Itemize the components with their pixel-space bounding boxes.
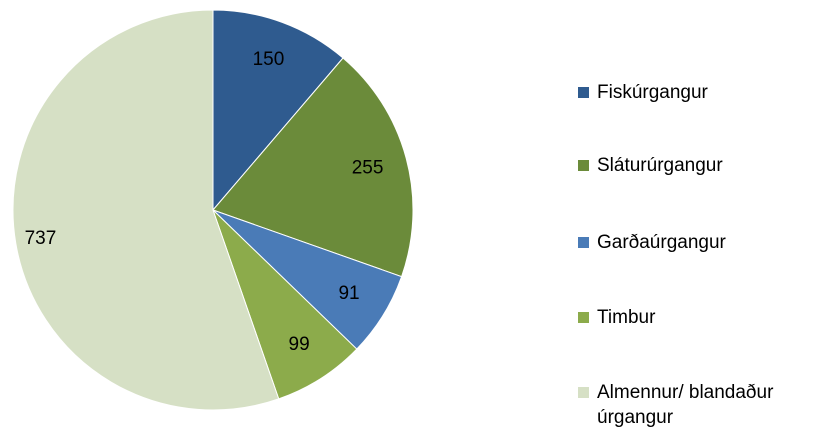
pie-slice [212,9,344,212]
legend-item: Garðaúrgangur [576,230,817,255]
data-label: 255 [352,158,384,179]
legend-item: Fiskúrgangur [576,80,817,105]
legend-item: Almennur/ blandaður úrgangur [576,380,817,430]
data-label: 99 [289,334,310,355]
legend-swatch [578,237,589,248]
legend-label: Timbur [597,307,656,328]
legend-label: Garðaúrgangur [597,232,726,253]
legend-swatch [578,312,589,323]
legend-swatch [578,87,589,98]
pie-slice [212,57,414,278]
legend-swatch [578,387,589,398]
data-label: 150 [253,49,285,70]
legend-label: Almennur/ blandaður úrgangur [597,382,774,428]
legend-item: Sláturúrgangur [576,153,817,178]
pie-slice [12,9,280,411]
legend-label: Fiskúrgangur [597,82,708,103]
data-label: 91 [338,283,359,304]
legend-label: Sláturúrgangur [597,155,723,176]
legend-item: Timbur [576,305,817,330]
data-label: 737 [25,228,57,249]
legend-swatch [578,160,589,171]
